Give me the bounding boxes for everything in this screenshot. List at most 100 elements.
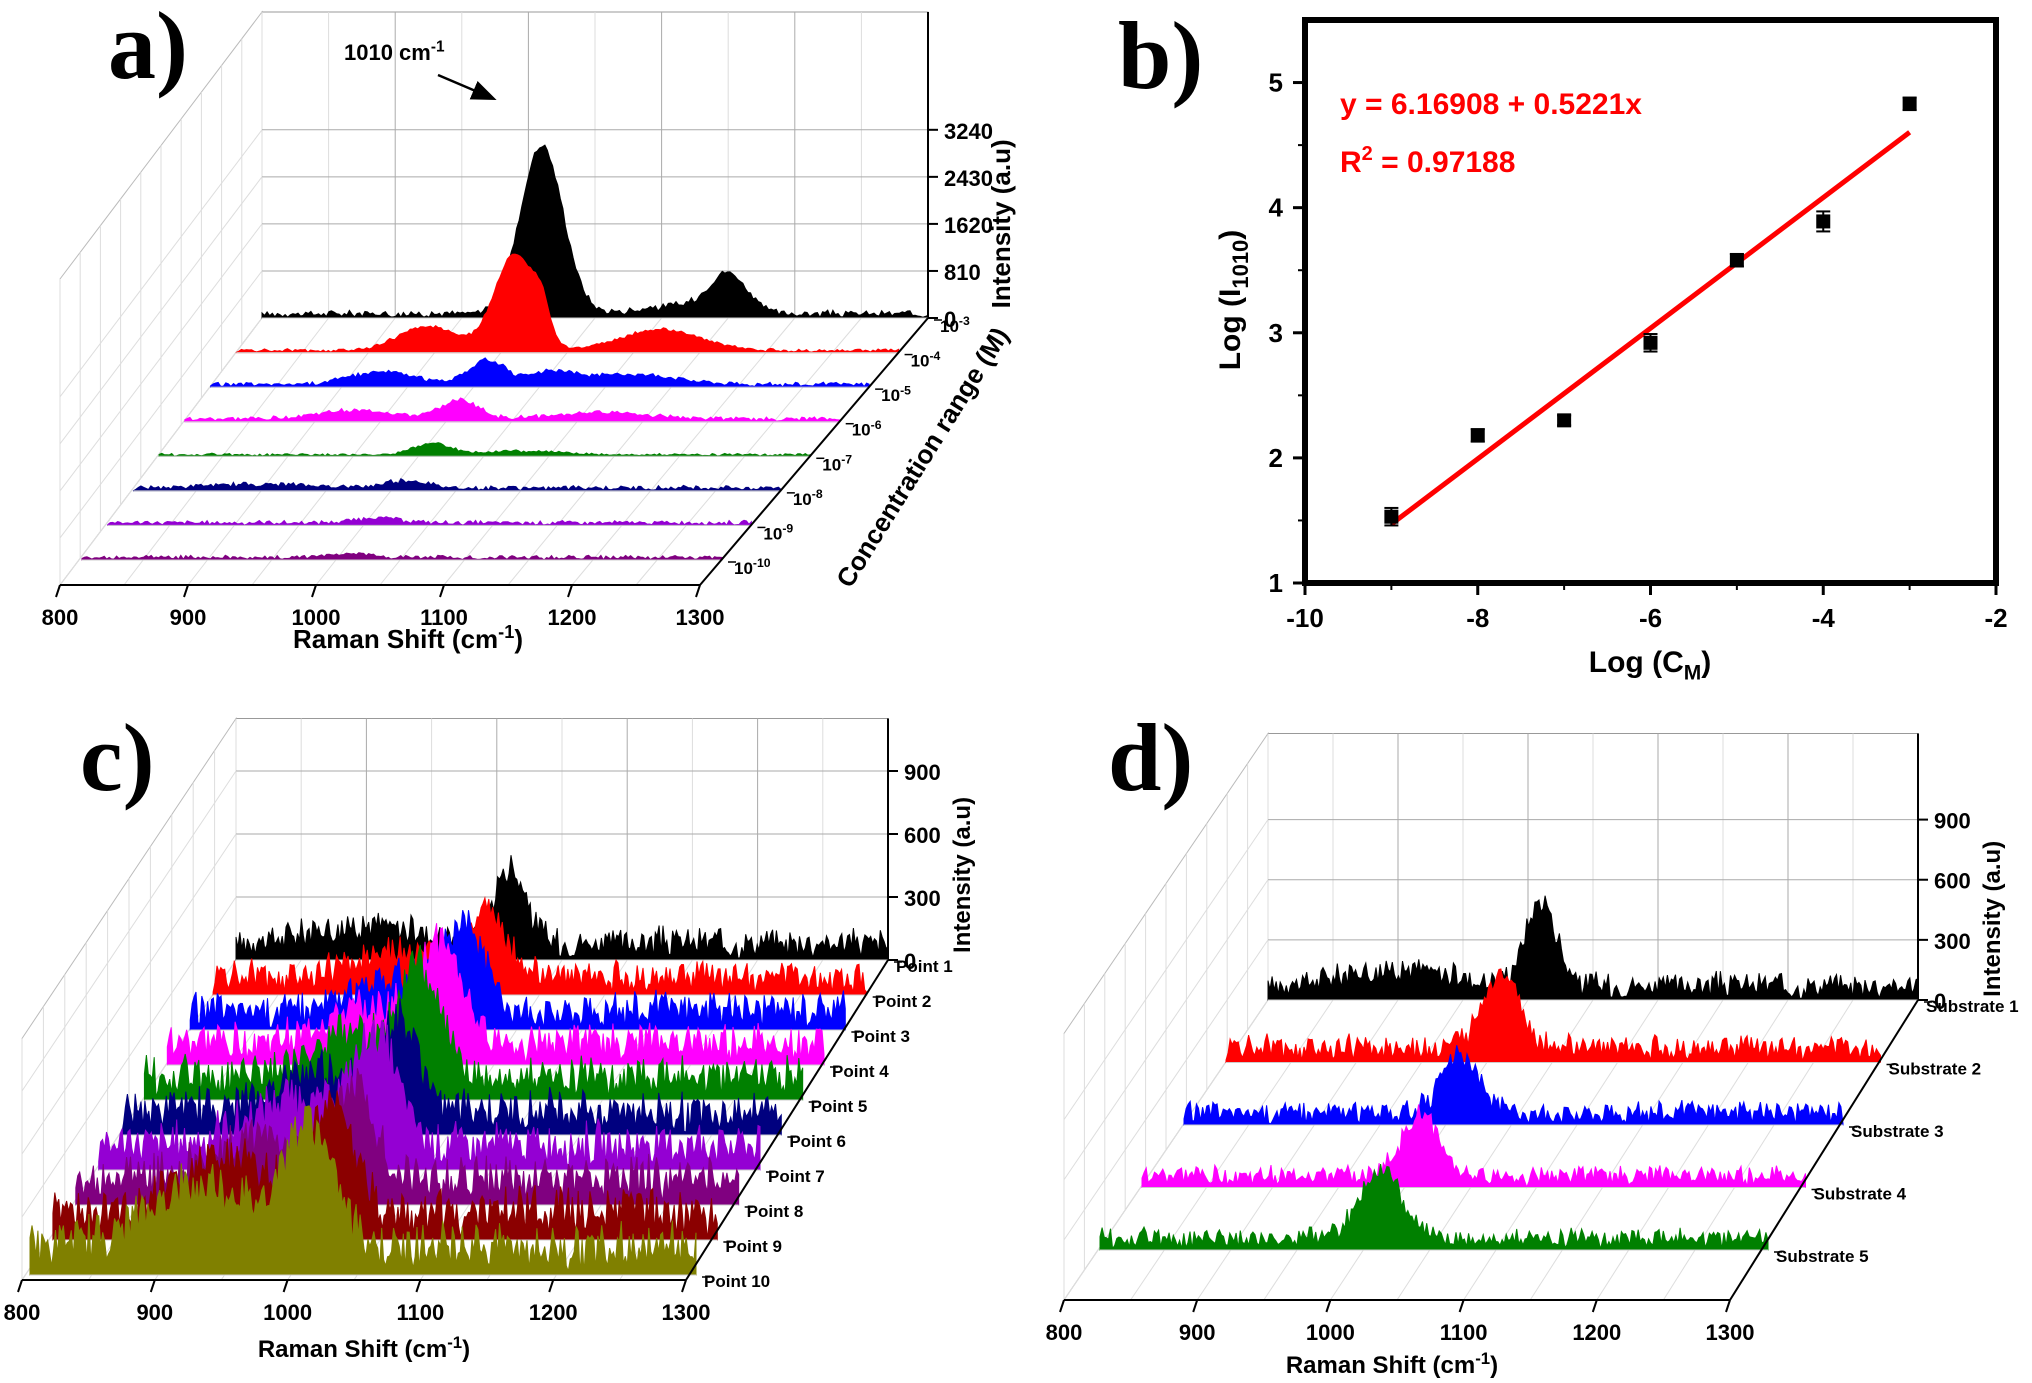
x-tick: [17, 1279, 23, 1293]
z-axis-title: Intensity (a.u): [949, 797, 976, 953]
y-tick-label: 5: [1269, 68, 1283, 98]
x-tick-label: 900: [136, 1300, 173, 1325]
x-tick-label: 1200: [548, 605, 597, 630]
x-tick-label: 1200: [529, 1300, 578, 1325]
z-tick-label: 0: [1934, 989, 1946, 1014]
data-point: [1729, 253, 1744, 268]
x-tick-label: 900: [170, 605, 207, 630]
y-tick-label: 2: [1269, 443, 1283, 473]
z-tick-label: 0: [944, 307, 956, 332]
series-area-5: [158, 442, 811, 457]
x-tick: [548, 1279, 555, 1293]
series-label: Substrate 1: [1926, 997, 2019, 1016]
x-tick-label: 1300: [662, 1300, 711, 1325]
x-axis-title: Log (CM): [1589, 646, 1711, 685]
series-area-3: [1183, 1045, 1844, 1126]
grid-line: [21, 833, 237, 1155]
series-area-3: [189, 910, 846, 1031]
x-tick-label: 800: [4, 1300, 41, 1325]
x-axis-title: Raman Shift (cm-1): [1286, 1349, 1498, 1379]
z-tick-label: 0: [904, 949, 916, 974]
x-tick-label: -6: [1639, 603, 1662, 633]
fit-r-squared: R2 = 0.97188: [1340, 143, 1515, 179]
grid-line: [59, 317, 263, 586]
y-tick-label: 3: [1269, 318, 1283, 348]
x-tick-label: 900: [1179, 1320, 1216, 1345]
x-tick: [183, 584, 189, 598]
grid-line: [187, 317, 396, 586]
series-area-6: [132, 478, 782, 492]
x-tick: [1591, 1299, 1598, 1313]
series-label: Point 7: [768, 1167, 825, 1186]
panel-label-d: d): [1108, 704, 1193, 811]
series-area-7: [107, 516, 752, 526]
series-label: Point 4: [832, 1062, 889, 1081]
fit-equation: y = 6.16908 + 0.5221x: [1340, 88, 1642, 121]
x-tick-label: 800: [1046, 1320, 1083, 1345]
grid-line: [1063, 819, 1269, 1120]
series-area-2: [1225, 968, 1881, 1063]
depth-axis: [685, 959, 889, 1281]
grid-line: [59, 129, 263, 398]
x-tick: [149, 1279, 156, 1293]
series-area-2: [235, 253, 900, 354]
y-tick-label: 1: [1269, 568, 1283, 598]
x-tick: [311, 584, 317, 598]
depth-axis: [1729, 999, 1919, 1301]
z-tick-label: 300: [904, 886, 941, 911]
x-tick-label: 1100: [397, 1300, 445, 1325]
series-label: Point 8: [747, 1202, 804, 1221]
series-area-10: [29, 1105, 697, 1276]
peak-annotation: 1010 cm-1: [344, 39, 445, 65]
series-area-8: [81, 552, 723, 561]
series-area-4: [184, 397, 841, 423]
series-label: 10-8: [793, 487, 823, 509]
series-label: Point 3: [853, 1027, 910, 1046]
x-tick: [282, 1279, 289, 1293]
grid-line: [571, 317, 796, 586]
x-tick-label: 1100: [420, 605, 468, 630]
grid-line: [1063, 939, 1269, 1241]
x-tick: [1192, 1299, 1199, 1313]
x-tick-label: 800: [42, 605, 79, 630]
data-point: [1470, 428, 1485, 443]
x-tick: [439, 584, 445, 598]
data-point: [1643, 335, 1658, 350]
series-label: Substrate 2: [1889, 1060, 1982, 1079]
z-axis-title: Intensity (a.u): [986, 139, 1016, 308]
grid-line: [379, 317, 596, 586]
x-tick-label: 1000: [1306, 1320, 1355, 1345]
grid-line: [59, 176, 263, 445]
chart-panel-c: 0 300 600 900 Intensity (a.u) Point 1 Point 2 P…: [4, 716, 976, 1363]
grid-line: [251, 317, 463, 586]
series-label: 10-5: [881, 383, 911, 405]
grid-line: [59, 270, 263, 539]
x-axis-title: Raman Shift (cm-1): [258, 1333, 470, 1363]
series-label: Substrate 5: [1776, 1247, 1869, 1266]
z-tick-label: 600: [1934, 869, 1971, 894]
grid-line: [21, 896, 237, 1218]
x-tick-label: -8: [1466, 603, 1489, 633]
y-axis-title: Log (I1010): [1214, 230, 1253, 371]
chart-panel-d: 0 300 600 900 Intensity (a.u)Substrate 1 Subs…: [1046, 731, 2019, 1379]
series-label: Substrate 3: [1851, 1122, 1944, 1141]
series-area-5: [1099, 1164, 1769, 1251]
series-area-1: [1267, 895, 1919, 1001]
grid-line: [1063, 879, 1269, 1181]
z-axis-title: Intensity (a.u): [1979, 841, 2006, 997]
panel-label-b: b): [1118, 2, 1203, 109]
series-area-4: [166, 923, 825, 1066]
x-tick-label: 1200: [1572, 1320, 1621, 1345]
x-tick-label: 1000: [292, 605, 341, 630]
series-label: 10-9: [763, 522, 793, 544]
depth-axis: [699, 317, 929, 586]
panel-label-c: c): [80, 704, 155, 811]
grid-line: [59, 223, 263, 492]
data-point: [1816, 214, 1831, 229]
grid-line: [507, 317, 729, 586]
z-tick-label: 1620: [944, 213, 993, 238]
z-tick-label: 2430: [944, 166, 993, 191]
series-label: Point 10: [704, 1272, 770, 1291]
